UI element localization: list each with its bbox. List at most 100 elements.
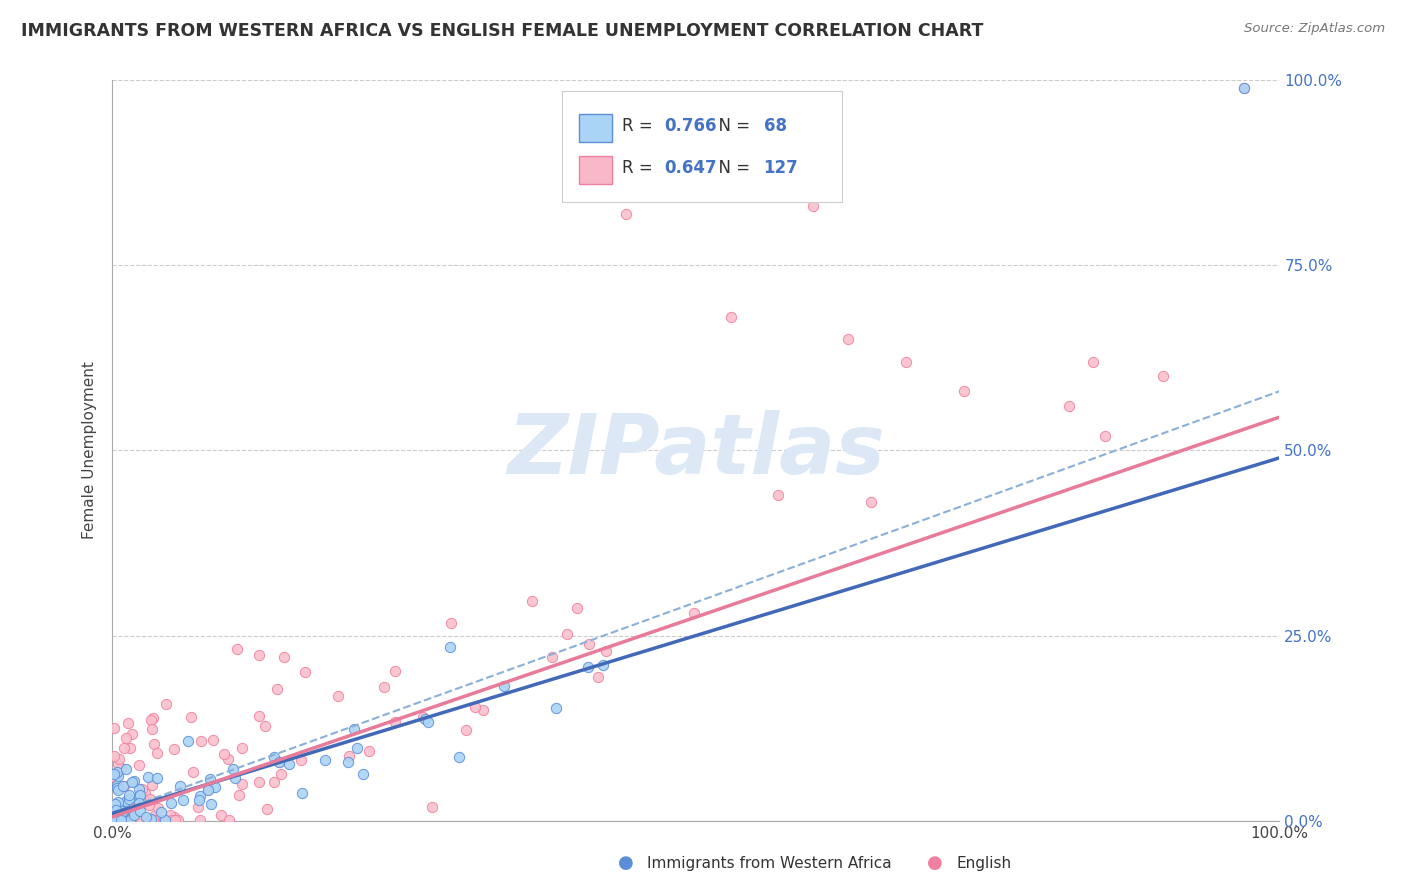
Point <box>111 804 134 818</box>
Bar <box>579 156 612 184</box>
Point <box>139 713 162 727</box>
Y-axis label: Female Unemployment: Female Unemployment <box>82 361 97 540</box>
Point <box>105 803 128 817</box>
Point <box>464 699 486 714</box>
Text: 0.766: 0.766 <box>665 117 717 136</box>
Point <box>128 757 150 772</box>
Point <box>103 721 125 735</box>
Point <box>894 354 917 368</box>
Point <box>112 779 135 793</box>
Point <box>352 766 374 780</box>
Point <box>103 813 125 827</box>
Point <box>104 813 127 827</box>
Point <box>214 747 236 761</box>
Point <box>107 813 129 827</box>
Point <box>337 755 360 769</box>
Point <box>104 772 127 786</box>
Point <box>121 775 143 789</box>
Point <box>595 644 617 658</box>
Point <box>682 606 704 620</box>
Point <box>290 753 312 767</box>
Point <box>112 740 135 755</box>
Point <box>860 495 883 509</box>
Point <box>115 813 138 827</box>
Point <box>586 670 609 684</box>
Point <box>291 786 314 800</box>
Point <box>131 813 153 827</box>
Point <box>177 734 200 748</box>
Point <box>720 310 742 325</box>
Point <box>472 703 495 717</box>
Point <box>801 199 824 213</box>
Point <box>128 796 150 810</box>
Point <box>103 813 125 827</box>
Point <box>110 761 132 775</box>
Point <box>142 710 165 724</box>
Point <box>520 594 543 608</box>
Point <box>139 813 162 827</box>
Point <box>247 709 270 723</box>
Point <box>226 641 249 656</box>
Text: 68: 68 <box>763 117 786 136</box>
Point <box>187 800 209 814</box>
Point <box>146 772 169 786</box>
Point <box>337 749 360 764</box>
Point <box>180 709 202 723</box>
Text: R =: R = <box>623 117 658 136</box>
Point <box>440 615 463 630</box>
Point <box>439 640 461 654</box>
Text: Source: ZipAtlas.com: Source: ZipAtlas.com <box>1244 22 1385 36</box>
Point <box>343 723 366 737</box>
Point <box>247 775 270 789</box>
Point <box>138 770 160 784</box>
Text: 127: 127 <box>763 160 799 178</box>
Point <box>221 762 243 776</box>
Point <box>107 783 129 797</box>
Point <box>155 697 177 711</box>
Point <box>152 813 174 827</box>
Point <box>114 762 136 776</box>
Point <box>114 805 136 820</box>
Point <box>373 681 395 695</box>
Point <box>118 741 141 756</box>
Point <box>270 766 292 780</box>
Point <box>115 808 138 822</box>
Point <box>121 726 143 740</box>
Point <box>122 773 145 788</box>
Point <box>326 689 349 703</box>
Point <box>256 801 278 815</box>
Text: IMMIGRANTS FROM WESTERN AFRICA VS ENGLISH FEMALE UNEMPLOYMENT CORRELATION CHART: IMMIGRANTS FROM WESTERN AFRICA VS ENGLIS… <box>21 22 983 40</box>
Point <box>231 777 253 791</box>
Point <box>114 731 136 746</box>
Point <box>107 769 129 783</box>
Text: Immigrants from Western Africa: Immigrants from Western Africa <box>647 856 891 871</box>
Point <box>107 813 129 827</box>
Point <box>122 807 145 822</box>
Point <box>135 794 157 808</box>
Point <box>412 710 434 724</box>
Point <box>115 794 138 808</box>
Point <box>120 813 142 827</box>
Point <box>953 384 976 399</box>
Point <box>131 781 153 796</box>
Point <box>413 712 436 726</box>
Text: R =: R = <box>623 160 658 178</box>
Text: ZIPatlas: ZIPatlas <box>508 410 884 491</box>
Point <box>135 810 157 824</box>
Point <box>112 805 135 819</box>
Point <box>1059 399 1081 413</box>
Point <box>314 753 336 767</box>
Point <box>146 801 169 815</box>
Point <box>159 808 181 822</box>
Point <box>163 810 186 824</box>
Point <box>118 792 141 806</box>
Point <box>169 779 191 793</box>
Point <box>138 797 160 812</box>
Point <box>153 813 176 827</box>
Point <box>247 648 270 663</box>
Point <box>224 771 246 785</box>
Point <box>576 660 599 674</box>
Point <box>108 813 131 827</box>
Point <box>163 813 186 827</box>
Point <box>273 649 295 664</box>
